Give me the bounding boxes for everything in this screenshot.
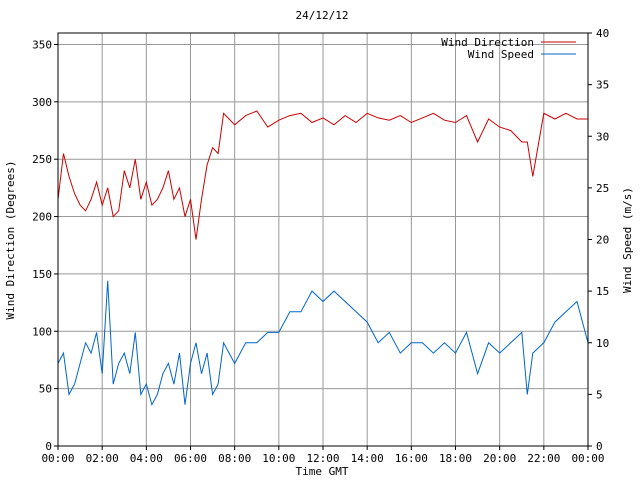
x-tick-label: 16:00 bbox=[395, 452, 428, 465]
y-left-tick-label: 200 bbox=[32, 211, 52, 224]
y-right-tick-label: 10 bbox=[596, 337, 609, 350]
y-right-tick-label: 20 bbox=[596, 234, 609, 247]
y-axis-right-label: Wind Speed (m/s) bbox=[621, 187, 634, 293]
y-axis-left-label: Wind Direction (Degrees) bbox=[4, 161, 17, 320]
legend-label: Wind Direction bbox=[441, 36, 534, 49]
series-line-wind-speed bbox=[57, 280, 589, 407]
x-tick-label: 22:00 bbox=[527, 452, 560, 465]
x-tick-label: 08:00 bbox=[218, 452, 251, 465]
y-right-tick-label: 25 bbox=[596, 182, 609, 195]
y-left-tick-label: 150 bbox=[32, 268, 52, 281]
x-tick-label: 00:00 bbox=[41, 452, 74, 465]
y-right-tick-label: 35 bbox=[596, 79, 609, 92]
y-left-tick-label: 100 bbox=[32, 325, 52, 338]
y-left-tick-label: 350 bbox=[32, 38, 52, 51]
y-right-tick-label: 0 bbox=[596, 440, 603, 453]
legend-label: Wind Speed bbox=[468, 48, 534, 61]
y-left-tick-label: 300 bbox=[32, 96, 52, 109]
x-tick-label: 18:00 bbox=[439, 452, 472, 465]
y-right-tick-label: 15 bbox=[596, 285, 609, 298]
y-left-tick-label: 50 bbox=[39, 383, 52, 396]
chart-title: 24/12/12 bbox=[296, 9, 349, 22]
x-tick-label: 00:00 bbox=[571, 452, 604, 465]
grid bbox=[58, 33, 588, 446]
x-axis-label: Time GMT bbox=[296, 465, 349, 478]
series-line-wind-direction bbox=[57, 110, 588, 240]
x-tick-label: 20:00 bbox=[483, 452, 516, 465]
y-left-tick-label: 250 bbox=[32, 153, 52, 166]
x-tick-label: 10:00 bbox=[262, 452, 295, 465]
y-left-tick-label: 0 bbox=[45, 440, 52, 453]
x-tick-label: 12:00 bbox=[306, 452, 339, 465]
y-right-tick-label: 40 bbox=[596, 27, 609, 40]
series-lines bbox=[57, 110, 589, 407]
tick-labels: 00:00 02:00 04:00 06:00 08:00 10:00 12:00 14:00… bbox=[32, 27, 609, 465]
x-tick-label: 14:00 bbox=[351, 452, 384, 465]
x-tick-label: 06:00 bbox=[174, 452, 207, 465]
x-tick-label: 02:00 bbox=[86, 452, 119, 465]
x-tick-label: 04:00 bbox=[130, 452, 163, 465]
y-right-tick-label: 30 bbox=[596, 130, 609, 143]
y-right-tick-label: 5 bbox=[596, 388, 603, 401]
